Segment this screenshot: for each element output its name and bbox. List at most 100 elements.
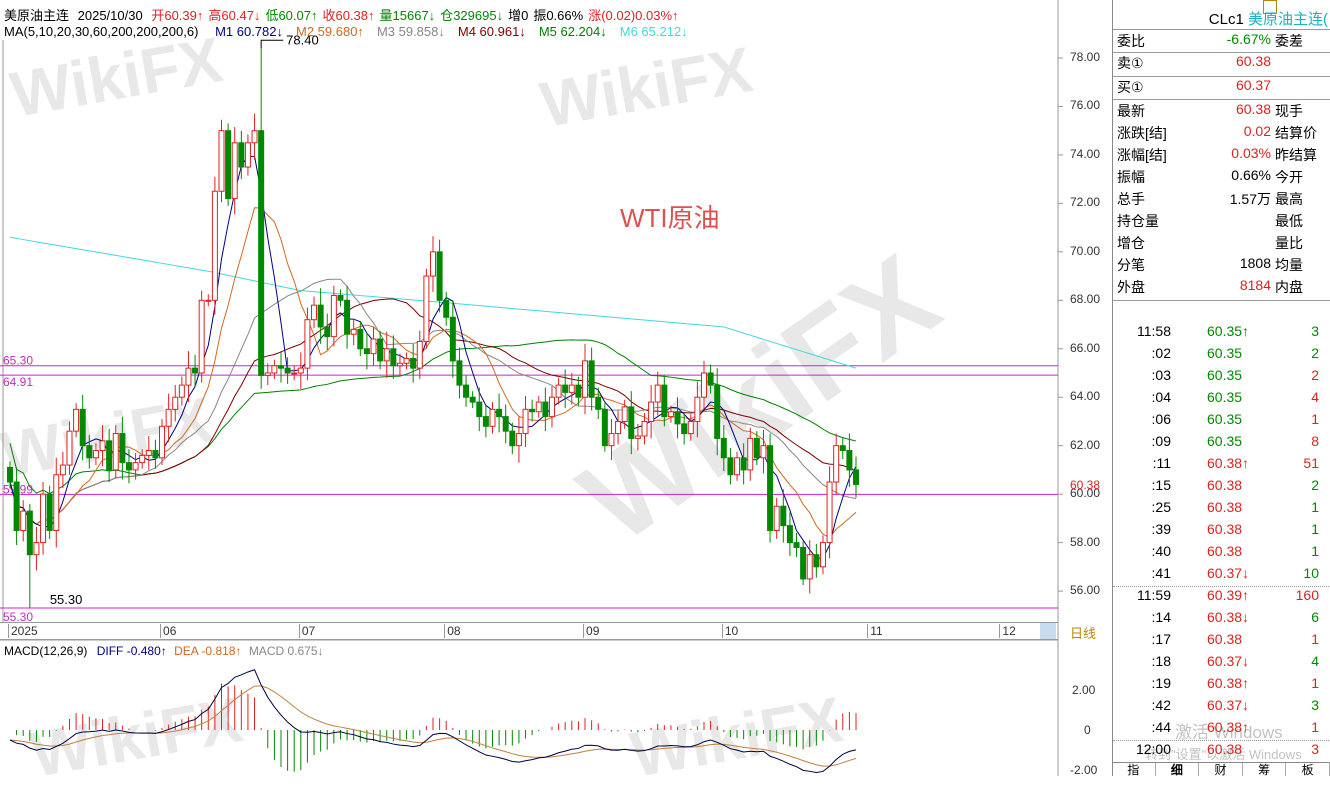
candle-body — [806, 554, 813, 580]
tick-row: :15 60.38 2 — [1117, 477, 1329, 499]
candle — [588, 347, 595, 411]
time-label: 08 — [444, 624, 461, 638]
candle-body — [106, 440, 113, 471]
tick-time: :14 — [1151, 609, 1171, 625]
candle-body — [786, 525, 793, 544]
tick-price: 60.38 — [1207, 741, 1243, 757]
candle-body — [390, 348, 397, 367]
low-annotation: 55.30 — [50, 592, 83, 607]
candle — [172, 385, 179, 422]
candle-body — [641, 420, 648, 437]
candle-body — [304, 319, 311, 369]
price-tick: 64.00 — [1070, 389, 1101, 404]
time-axis[interactable]: 2025 06 07 08 09 10 11 12 — [0, 622, 1058, 640]
macd-diff: DIFF -0.480↑ — [96, 644, 167, 658]
tick-price: 60.35 — [1207, 389, 1243, 405]
tick-price: 60.38 — [1207, 499, 1243, 515]
candle-body — [20, 510, 27, 531]
windows-activation-line: 转到"设置"以激活 Windows — [1145, 747, 1302, 762]
price-tick: 70.00 — [1070, 243, 1101, 258]
panel-tab[interactable]: 财 — [1199, 763, 1243, 777]
stat-label: 分笔 — [1117, 257, 1145, 273]
tick-time: :39 — [1151, 521, 1171, 537]
stat-label: 涨跌[结] — [1117, 125, 1167, 141]
candle — [132, 452, 139, 480]
candle-body — [264, 372, 271, 376]
candle — [79, 394, 86, 461]
candle — [251, 113, 258, 160]
stat-label: 总手 — [1117, 191, 1145, 207]
stat-label: 结算价 — [1275, 125, 1317, 141]
candle-body — [132, 462, 139, 471]
period-label[interactable]: 日线 — [1070, 626, 1097, 641]
panel-tab[interactable]: 板 — [1286, 763, 1330, 777]
candle — [40, 482, 47, 555]
quote-field: 量15667↓ — [379, 8, 436, 23]
bid-row[interactable]: 买① 60.37 — [1117, 77, 1329, 99]
candle-body — [747, 437, 754, 471]
candle — [205, 294, 212, 307]
candle-body — [7, 466, 13, 483]
ma6-line — [9, 236, 857, 369]
candle-body — [833, 445, 840, 483]
candle — [641, 412, 648, 445]
candle — [515, 416, 522, 463]
candle — [826, 466, 833, 559]
candle-body — [416, 340, 423, 369]
tick-row: :11 60.38↑ 51 — [1117, 455, 1329, 477]
tick-time: :44 — [1151, 719, 1171, 735]
candle — [436, 239, 443, 313]
stat-value: 1808 — [1239, 255, 1271, 271]
candle-body — [430, 251, 436, 277]
quote-field: 振0.66% — [533, 8, 584, 23]
candle — [555, 377, 562, 405]
tick-time: :25 — [1151, 499, 1171, 515]
candle-body — [423, 275, 430, 342]
candle — [145, 435, 152, 470]
candle — [833, 433, 840, 495]
stat-row: 外盘 8184 内盘 — [1117, 277, 1329, 299]
candle — [694, 381, 701, 438]
tick-row: 11:59 60.39↑ 160 — [1117, 587, 1329, 609]
tick-time: :11 — [1152, 455, 1171, 471]
high-annotation: 78.40 — [286, 32, 319, 47]
candle-body — [198, 299, 205, 374]
quote-field: 开60.39↑ — [151, 8, 204, 23]
tick-price: 60.38↑ — [1207, 719, 1250, 735]
scroll-thumb[interactable] — [1040, 623, 1056, 639]
contract-name: 美原油主连( — [1248, 11, 1328, 28]
price-tick: 58.00 — [1070, 534, 1101, 549]
candle — [46, 485, 53, 539]
candle — [271, 359, 278, 380]
macd-value: MACD 0.675↓ — [248, 644, 324, 658]
candle-body — [780, 505, 787, 527]
panel-tab[interactable]: 筹 — [1243, 763, 1287, 777]
tick-time: :40 — [1151, 543, 1171, 559]
candle-body — [648, 401, 655, 422]
time-label: 09 — [583, 624, 599, 638]
candle-body — [661, 384, 668, 418]
divider — [1113, 586, 1330, 587]
tick-volume: 2 — [1311, 367, 1319, 383]
tick-time: :15 — [1151, 477, 1171, 493]
candle — [53, 457, 60, 548]
panel-tab[interactable]: 细 — [1156, 763, 1200, 777]
candle-body — [463, 384, 470, 398]
candle — [700, 360, 707, 410]
panel-toggle-icon[interactable] — [1263, 0, 1277, 14]
tick-price: 60.38 — [1207, 631, 1243, 647]
stat-row: 增仓 量比 — [1117, 233, 1329, 255]
candle — [198, 290, 205, 383]
candle — [211, 176, 218, 315]
candle — [469, 391, 476, 409]
ask-row[interactable]: 卖① 60.38 — [1117, 53, 1329, 75]
candle-body — [469, 396, 476, 403]
candle-body — [826, 481, 833, 544]
panel-tab[interactable]: 指 — [1112, 763, 1156, 777]
quote-field: 增0 — [508, 8, 529, 23]
annotation-leader — [260, 39, 284, 49]
candle — [92, 443, 99, 466]
candle-body — [634, 435, 641, 439]
candle — [218, 119, 225, 203]
